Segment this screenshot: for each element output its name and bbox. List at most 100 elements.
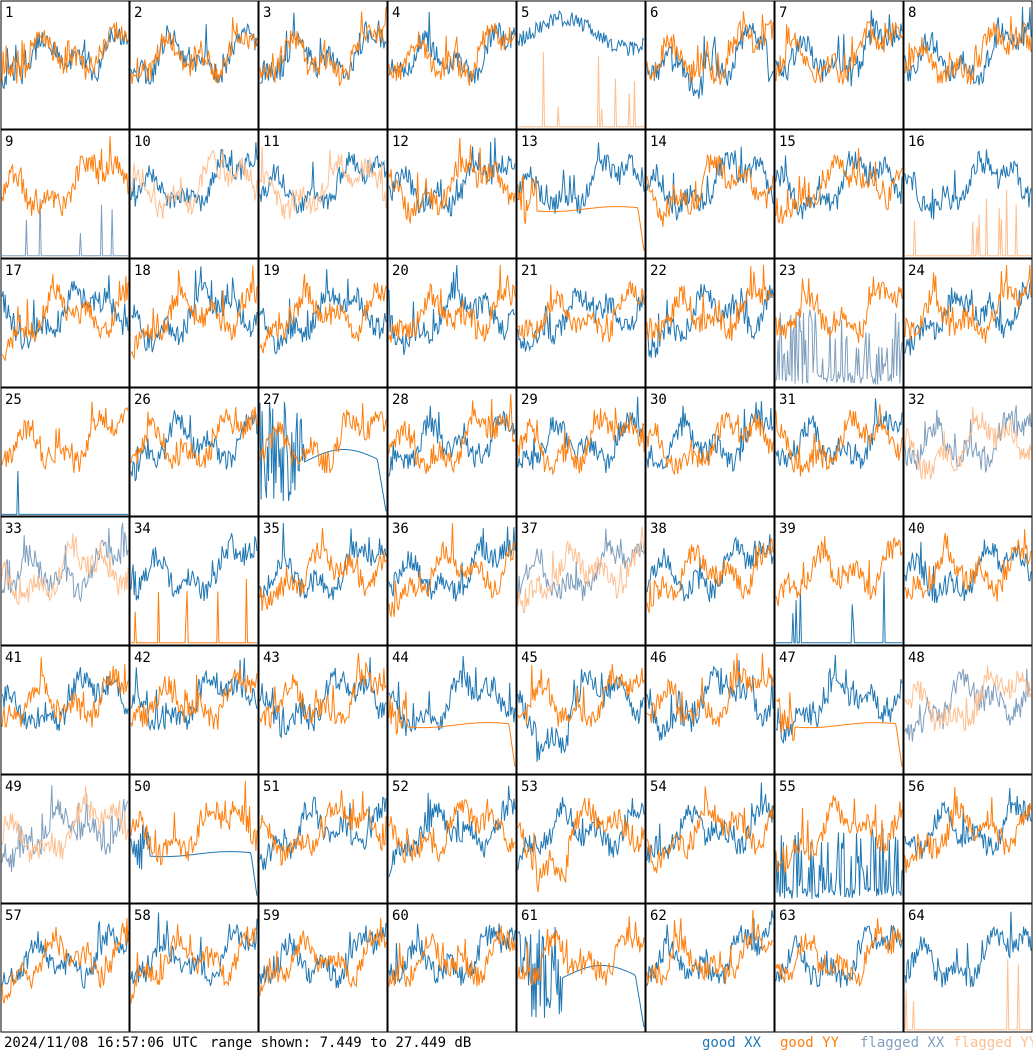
panel-58: 58: [129, 903, 259, 1033]
panel-number: 3: [263, 5, 271, 21]
panel-28: 28: [387, 387, 517, 517]
panel-frame: [258, 258, 388, 388]
panel-number: 50: [134, 779, 151, 795]
series-xx: [775, 827, 903, 899]
series-yy: [259, 146, 387, 220]
panel-38: 38: [645, 516, 775, 646]
series-yy: [130, 666, 258, 730]
series-yy: [1, 657, 129, 728]
panel-number: 24: [908, 263, 925, 279]
series-yy: [646, 264, 774, 342]
series-yy: [388, 264, 516, 343]
series-yy: [259, 274, 387, 354]
panel-number: 58: [134, 908, 151, 924]
series-yy: [388, 798, 516, 864]
panel-23: 23: [774, 258, 904, 388]
series-yy: [259, 917, 387, 996]
panel-29: 29: [516, 387, 646, 517]
panel-48: 48: [903, 645, 1033, 775]
series-xx: [517, 796, 645, 870]
series-xx: [1, 667, 129, 731]
panel-frame: [516, 387, 646, 517]
panel-frame: [903, 903, 1033, 1033]
panel-number: 11: [263, 134, 280, 150]
series-yy: [775, 536, 903, 607]
panel-36: 36: [387, 516, 517, 646]
panel-frame: [645, 645, 775, 775]
series-xx: [775, 309, 903, 385]
series-xx: [517, 528, 645, 601]
series-yy: [130, 780, 258, 866]
panel-11: 11: [258, 129, 388, 259]
panel-54: 54: [645, 774, 775, 904]
series-yy: [904, 264, 1032, 344]
panel-number: 37: [521, 521, 538, 537]
series-xx: [1, 522, 129, 603]
panel-19: 19: [258, 258, 388, 388]
panel-49: 49: [0, 774, 130, 904]
panel-number: 64: [908, 908, 925, 924]
series-yy: [259, 403, 387, 474]
panel-number: 54: [650, 779, 667, 795]
series-yy: [776, 692, 903, 767]
timestamp: 2024/11/08 16:57:06 UTC: [4, 1035, 198, 1051]
panel-27: 27: [258, 387, 388, 517]
panel-15: 15: [774, 129, 904, 259]
series-yy: [517, 280, 645, 343]
panel-4: 4: [387, 0, 517, 130]
panel-number: 4: [392, 5, 400, 21]
series-yy: [518, 52, 644, 128]
panel-number: 46: [650, 650, 667, 666]
panel-frame: [516, 129, 646, 259]
series-yy: [646, 786, 774, 874]
panel-number: 63: [779, 908, 796, 924]
panel-number: 51: [263, 779, 280, 795]
series-xx: [388, 923, 516, 986]
series-xx: [646, 401, 774, 473]
panel-number: 56: [908, 779, 925, 795]
panel-60: 60: [387, 903, 517, 1033]
series-yy: [775, 795, 903, 874]
series-yy: [259, 790, 387, 867]
series-xx: [904, 911, 1032, 988]
series-yy: [1, 21, 129, 84]
panel-frame: [387, 645, 517, 775]
series-xx: [388, 785, 516, 878]
panel-64: 64: [903, 903, 1033, 1033]
panel-frame: [903, 0, 1033, 130]
series-xx: [388, 526, 516, 602]
panel-number: 48: [908, 650, 925, 666]
series-xx: [259, 522, 387, 601]
panel-6: 6: [645, 0, 775, 130]
panel-5: 5: [516, 0, 646, 130]
panel-16: 16: [903, 129, 1033, 259]
series-yy: [775, 276, 903, 343]
panel-number: 60: [392, 908, 409, 924]
panel-frame: [516, 0, 646, 130]
panel-number: 15: [779, 134, 796, 150]
series-yy: [904, 959, 1031, 1031]
panel-32: 32: [903, 387, 1033, 517]
series-yy: [259, 6, 387, 87]
panel-frame: [0, 129, 130, 259]
series-xx: [2, 198, 128, 257]
panel-number: 38: [650, 521, 667, 537]
series-yy: [130, 149, 258, 220]
series-xx: [646, 534, 774, 603]
panel-number: 28: [392, 392, 409, 408]
series-xx: [776, 571, 902, 644]
legend-good-yy: good YY: [780, 1035, 840, 1051]
series-yy: [517, 407, 645, 476]
panel-35: 35: [258, 516, 388, 646]
panel-number: 59: [263, 908, 280, 924]
panel-frame: [516, 258, 646, 388]
panel-number: 27: [263, 392, 280, 408]
series-yy: [1, 786, 129, 863]
panel-number: 13: [521, 134, 538, 150]
series-xx: [259, 151, 387, 215]
panel-44: 44: [387, 645, 517, 775]
panel-43: 43: [258, 645, 388, 775]
panel-40: 40: [903, 516, 1033, 646]
panel-number: 41: [5, 650, 22, 666]
